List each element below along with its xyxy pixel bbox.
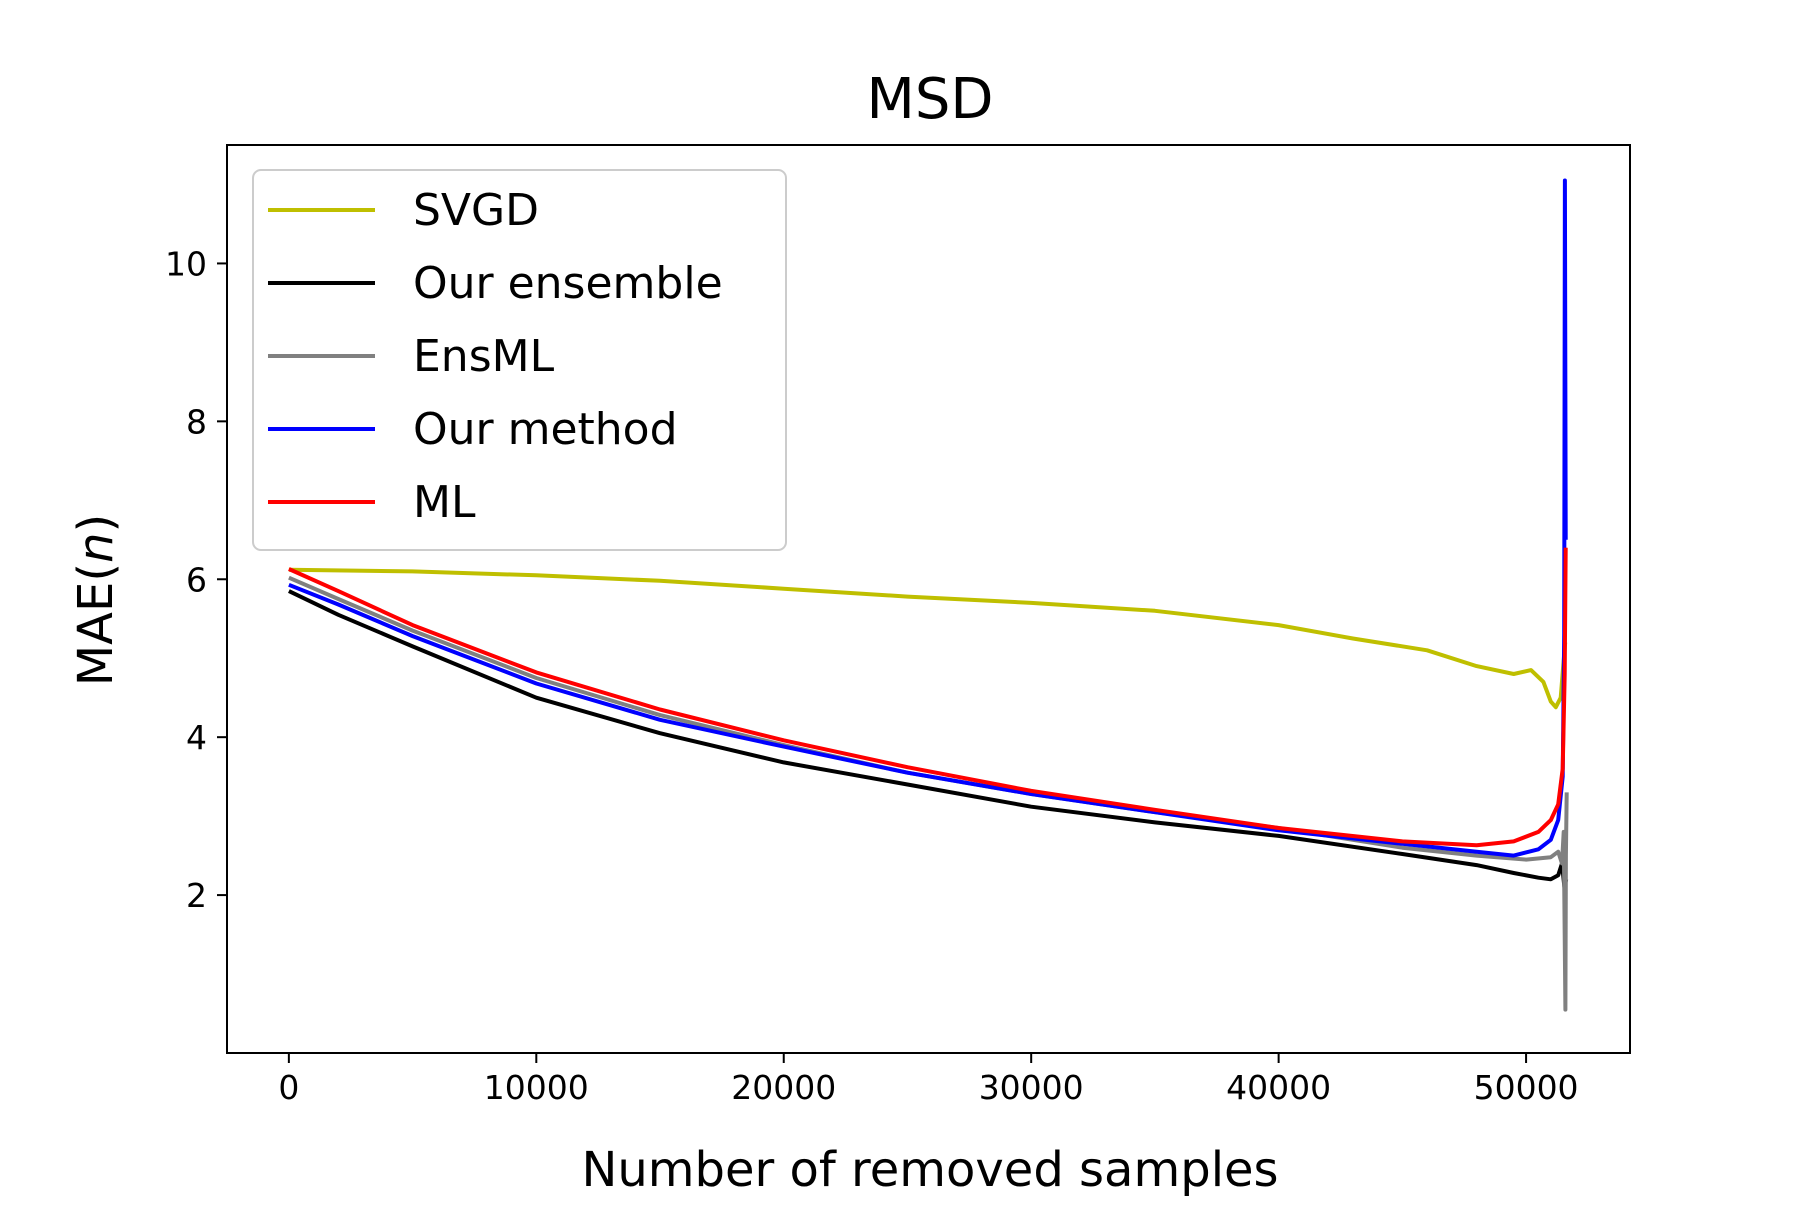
y-axis: 2 4 6 8 10	[165, 244, 227, 915]
y-tick-label: 10	[165, 244, 207, 283]
x-tick-label: 20000	[731, 1068, 836, 1107]
x-tick-label: 0	[278, 1068, 299, 1107]
legend-label-ml: ML	[413, 477, 476, 528]
x-axis: 0 10000 20000 30000 40000 50000	[278, 1053, 1579, 1107]
legend-label-ensml: EnsML	[413, 331, 555, 382]
legend-label-our-ensemble: Our ensemble	[413, 258, 723, 309]
x-tick-label: 10000	[484, 1068, 589, 1107]
x-tick-label: 30000	[979, 1068, 1084, 1107]
y-tick-label: 4	[186, 718, 207, 757]
series-line-ensml	[288, 575, 1569, 1012]
x-axis-label: Number of removed samples	[581, 1142, 1278, 1198]
y-axis-label-suffix: )	[68, 514, 124, 533]
x-tick-label: 40000	[1226, 1068, 1331, 1107]
y-axis-label-prefix: MAE(	[68, 563, 124, 686]
x-tick-label: 50000	[1474, 1068, 1579, 1107]
legend-label-our-method: Our method	[413, 404, 678, 455]
series-line-our-ensemble	[288, 589, 1569, 890]
chart-title: MSD	[867, 67, 994, 132]
plot-frame	[226, 144, 1631, 1054]
series-line-ml	[288, 547, 1568, 848]
y-axis-label-variable: n	[68, 533, 124, 563]
legend: SVGD Our ensemble EnsML Our method ML	[252, 169, 787, 551]
y-axis-label: MAE(n)	[68, 514, 124, 686]
y-tick-label: 8	[186, 402, 207, 441]
y-tick-label: 6	[186, 560, 207, 599]
y-tick-label: 2	[186, 876, 207, 915]
series-line-svgd	[288, 567, 1568, 710]
legend-box	[252, 169, 787, 551]
legend-label-svgd: SVGD	[413, 185, 539, 236]
series-layer	[288, 178, 1569, 1012]
